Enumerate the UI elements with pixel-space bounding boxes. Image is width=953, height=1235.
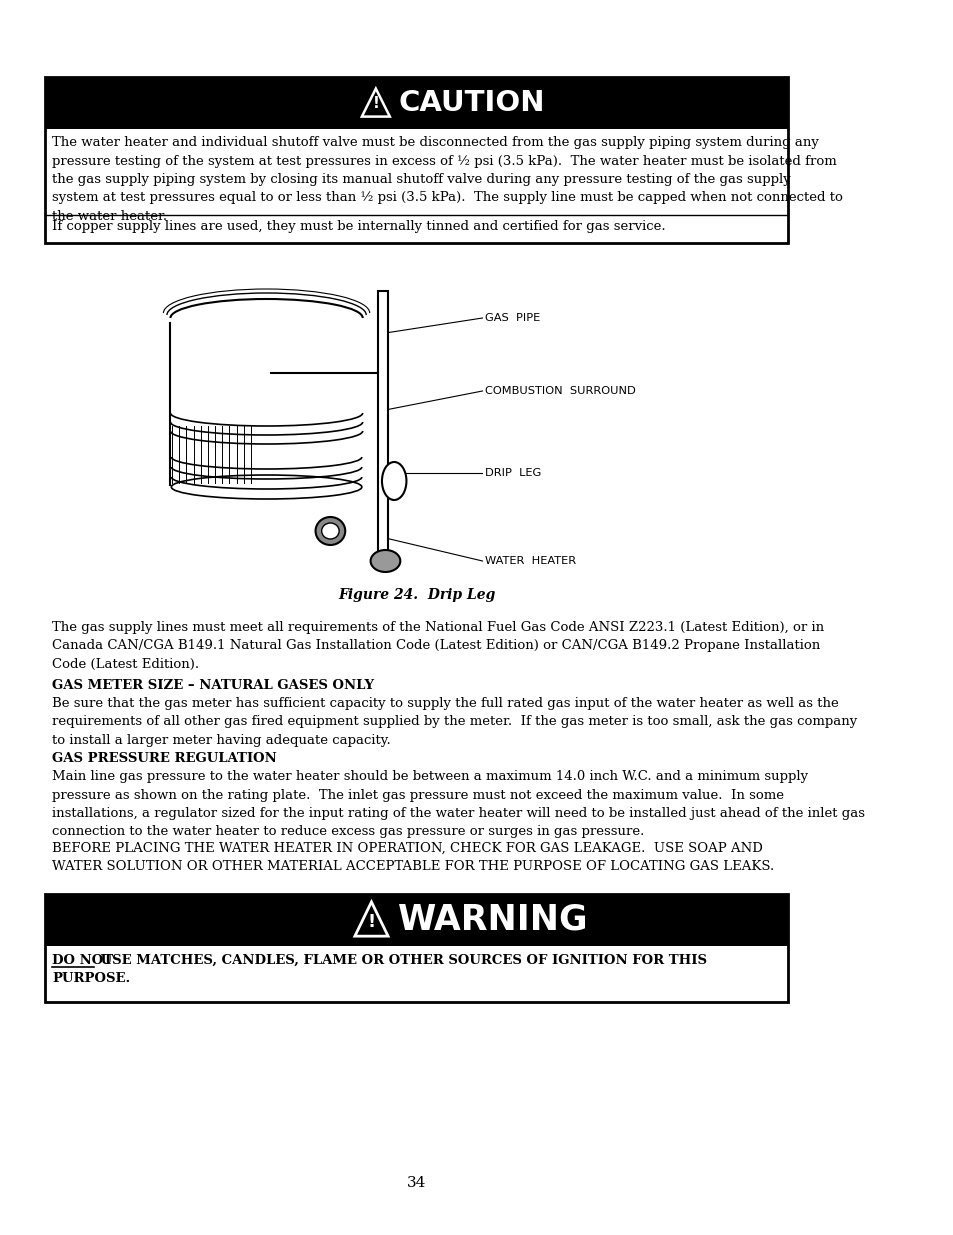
Text: 34: 34 — [407, 1176, 426, 1191]
Bar — [46, 77, 787, 243]
Text: If copper supply lines are used, they must be internally tinned and certified fo: If copper supply lines are used, they mu… — [52, 220, 665, 233]
Text: Main line gas pressure to the water heater should be between a maximum 14.0 inch: Main line gas pressure to the water heat… — [52, 769, 864, 839]
Bar — [377, 291, 388, 564]
Bar — [46, 128, 787, 214]
Text: DO NOT: DO NOT — [52, 953, 113, 967]
Text: The gas supply lines must meet all requirements of the National Fuel Gas Code AN: The gas supply lines must meet all requi… — [52, 621, 823, 671]
Text: Be sure that the gas meter has sufficient capacity to supply the full rated gas : Be sure that the gas meter has sufficien… — [52, 697, 857, 747]
Text: WARNING: WARNING — [397, 903, 588, 937]
Text: COMBUSTION  SURROUND: COMBUSTION SURROUND — [484, 387, 636, 396]
Text: The water heater and individual shutoff valve must be disconnected from the gas : The water heater and individual shutoff … — [52, 136, 842, 224]
Text: DRIP  LEG: DRIP LEG — [484, 468, 540, 478]
Text: GAS PRESSURE REGULATION: GAS PRESSURE REGULATION — [52, 752, 277, 764]
Ellipse shape — [381, 462, 406, 500]
Text: PURPOSE.: PURPOSE. — [52, 972, 131, 986]
Text: CAUTION: CAUTION — [398, 89, 544, 117]
Ellipse shape — [321, 522, 338, 538]
Bar — [46, 77, 787, 128]
Text: Figure 24.  Drip Leg: Figure 24. Drip Leg — [338, 588, 496, 601]
Text: USE MATCHES, CANDLES, FLAME OR OTHER SOURCES OF IGNITION FOR THIS: USE MATCHES, CANDLES, FLAME OR OTHER SOU… — [96, 953, 706, 967]
Bar — [46, 894, 787, 1002]
Text: !: ! — [372, 96, 379, 111]
Text: !: ! — [367, 913, 375, 931]
Text: GAS  PIPE: GAS PIPE — [484, 312, 539, 324]
Ellipse shape — [315, 517, 345, 545]
Text: GAS METER SIZE – NATURAL GASES ONLY: GAS METER SIZE – NATURAL GASES ONLY — [52, 679, 375, 692]
Ellipse shape — [370, 550, 400, 572]
Text: BEFORE PLACING THE WATER HEATER IN OPERATION, CHECK FOR GAS LEAKAGE.  USE SOAP A: BEFORE PLACING THE WATER HEATER IN OPERA… — [52, 842, 774, 873]
Bar — [46, 894, 787, 946]
Bar — [46, 946, 787, 1002]
Text: WATER  HEATER: WATER HEATER — [484, 556, 576, 566]
